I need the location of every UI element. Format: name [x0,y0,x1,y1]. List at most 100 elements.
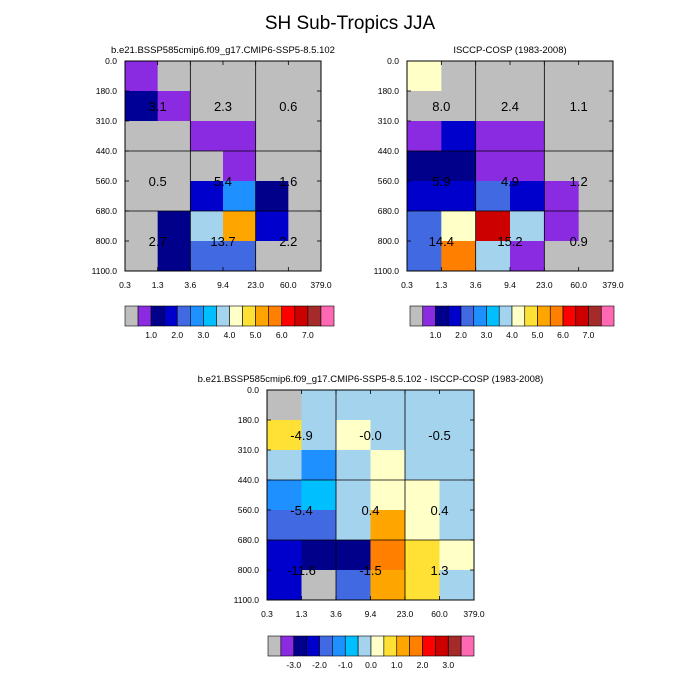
heatmap-cell [439,510,475,541]
heatmap-cell [267,420,302,451]
colorbar-swatch [150,305,165,327]
heatmap-cell [405,450,440,481]
heatmap-cell [288,211,322,242]
y-tick-label: 0.0 [247,385,259,395]
heatmap-cell [301,450,337,481]
heatmap-cell [544,181,580,212]
colorbar-swatch [588,305,602,327]
heatmap-cell [407,241,442,272]
heatmap-cell [157,151,191,182]
heatmap-cell [288,61,322,92]
colorbar-label: 0.0 [365,660,377,670]
colorbar-label: -2.0 [312,660,327,670]
colorbar-swatch [176,305,191,327]
colorbar-label: 2.0 [171,330,183,340]
x-tick-label: 379.0 [310,280,332,290]
heatmap-cell [125,211,159,242]
heatmap-cell [157,241,191,272]
heatmap-cell [190,151,224,182]
colorbar-swatch [293,635,307,657]
heatmap-cell [223,241,257,272]
y-tick-label: 180.0 [378,86,400,96]
block-value-label: 2.7 [149,234,167,249]
colorbar-swatch [124,305,139,327]
block-value-label: 5.4 [214,174,232,189]
heatmap-cell [336,450,371,481]
heatmap-cell [125,151,159,182]
colorbar-label: 5.0 [250,330,262,340]
heatmap-cell [157,121,191,152]
colorbar-swatch [422,635,436,657]
heatmap-cell [336,540,371,571]
colorbar-swatch [306,635,320,657]
y-tick-label: 800.0 [96,236,118,246]
colorbar-label: 2.0 [455,330,467,340]
heatmap-cell [336,420,371,451]
y-tick-label: 1100.0 [374,266,400,276]
heatmap-cell [578,91,614,122]
heatmap-cell [255,151,289,182]
heatmap-cell [267,540,302,571]
block-value-label: 1.1 [570,99,588,114]
colorbar-swatch [562,305,577,327]
block-value-label: -0.0 [359,428,381,443]
heatmap-cell [288,91,322,122]
colorbar-swatch [320,305,335,327]
heatmap-cell [578,211,614,242]
heatmap-cell [370,450,406,481]
heatmap-cell [336,480,371,511]
colorbar-label: 1.0 [145,330,157,340]
heatmap-cell [405,420,440,451]
heatmap-cell [255,91,289,122]
y-tick-label: 0.0 [387,56,399,66]
heatmap-cell [510,241,545,272]
heatmap-cell [190,91,224,122]
y-tick-label: 310.0 [96,116,118,126]
colorbar-label: 7.0 [583,330,595,340]
heatmap-cell [255,181,289,212]
heatmap-cell [407,61,442,92]
heatmap-cell [510,61,545,92]
heatmap-cell [475,241,511,272]
heatmap-cell [255,211,289,242]
x-tick-label: 60.0 [431,609,448,619]
block-value-label: -1.5 [359,563,381,578]
x-tick-label: 9.4 [217,280,229,290]
heatmap-cell [223,61,257,92]
colorbar-swatch [294,305,309,327]
block-value-label: 1.3 [430,563,448,578]
heatmap-cell [407,121,442,152]
y-tick-label: 680.0 [96,206,118,216]
x-tick-label: 1.3 [152,280,164,290]
y-tick-label: 560.0 [238,505,260,515]
colorbar-label: 1.0 [391,660,403,670]
heatmap-cell [336,510,371,541]
heatmap-cell [370,540,406,571]
heatmap-cell [267,480,302,511]
y-tick-label: 680.0 [378,206,400,216]
colorbar-label: 6.0 [557,330,569,340]
colorbar-swatch [267,635,282,657]
colorbar-swatch [435,635,449,657]
heatmap-cell [288,181,322,212]
colorbar-label: -1.0 [338,660,353,670]
heatmap-cell [405,540,440,571]
colorbar-label: 4.0 [506,330,518,340]
y-tick-label: 560.0 [96,176,118,186]
block-value-label: 3.1 [149,99,167,114]
y-tick-label: 440.0 [96,146,118,156]
heatmap-cell [125,91,159,122]
colorbar-swatch [307,305,322,327]
heatmap-cell [255,241,289,272]
heatmap-cell [370,570,406,601]
colorbar-swatch [435,305,449,327]
panel-title: b.e21.BSSP585cmip6.f09_g17.CMIP6-SSP5-8.… [111,45,335,56]
heatmap-cell [157,211,191,242]
heatmap-cell [407,211,442,242]
colorbar-swatch [486,305,500,327]
heatmap-cell [510,91,545,122]
heatmap-cell [441,151,477,182]
block-value-label: 1.2 [570,174,588,189]
heatmap-cell [301,570,337,601]
colorbar-label: 1.0 [430,330,442,340]
